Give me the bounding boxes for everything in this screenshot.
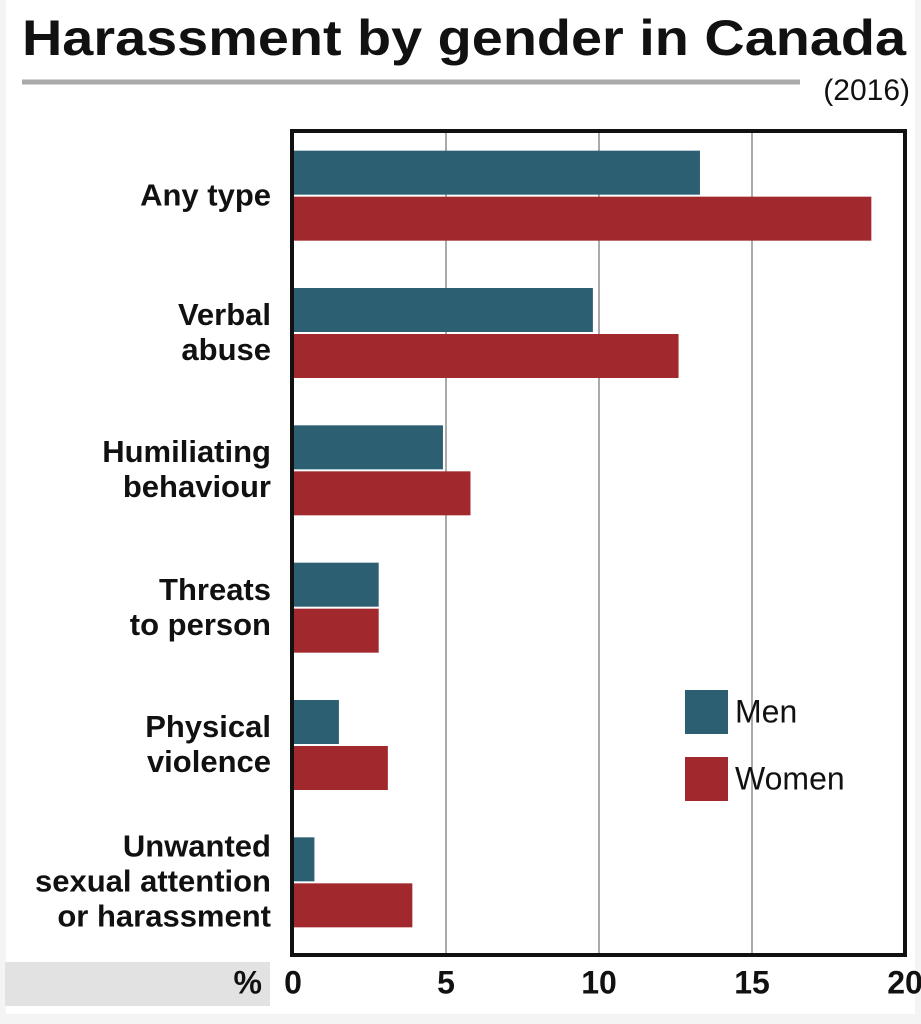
legend-swatch	[685, 757, 728, 801]
bar	[293, 562, 379, 607]
bars	[293, 150, 872, 928]
x-tick-label: 5	[437, 964, 455, 1000]
bar	[293, 471, 471, 516]
bar	[293, 425, 443, 470]
axis-label-band	[5, 962, 270, 1006]
bar	[293, 334, 679, 378]
y-tick-label: Humiliating behaviour	[102, 434, 271, 505]
bar	[293, 288, 593, 332]
legend-label: Women	[735, 760, 845, 796]
legend: Men Women	[685, 690, 845, 801]
chart-title: Harassment by gender in Canada	[22, 10, 907, 66]
x-tick-label: 0	[284, 964, 302, 1000]
bar	[293, 196, 872, 241]
x-axis-label: %	[234, 964, 262, 1000]
bar	[293, 746, 388, 790]
x-tick-label: 15	[734, 964, 770, 1000]
chart-subtitle: (2016)	[823, 74, 910, 107]
y-tick-label: Physical violence	[145, 709, 271, 779]
y-tick-label: Threats to person	[129, 571, 271, 642]
y-tick-label: Any type	[140, 177, 271, 213]
bar	[293, 150, 700, 195]
bar	[293, 700, 339, 744]
y-tick-label: Unwanted sexual attention or harassment	[35, 828, 271, 934]
bar	[293, 883, 413, 928]
legend-label: Men	[735, 693, 797, 729]
plot-frame	[290, 129, 907, 957]
x-tick-label: 10	[581, 964, 617, 1000]
y-tick-label: Verbal abuse	[177, 297, 271, 367]
x-tick-label: 20	[887, 964, 921, 1000]
bar	[293, 608, 379, 653]
legend-swatch	[685, 690, 728, 734]
bar	[293, 837, 315, 882]
